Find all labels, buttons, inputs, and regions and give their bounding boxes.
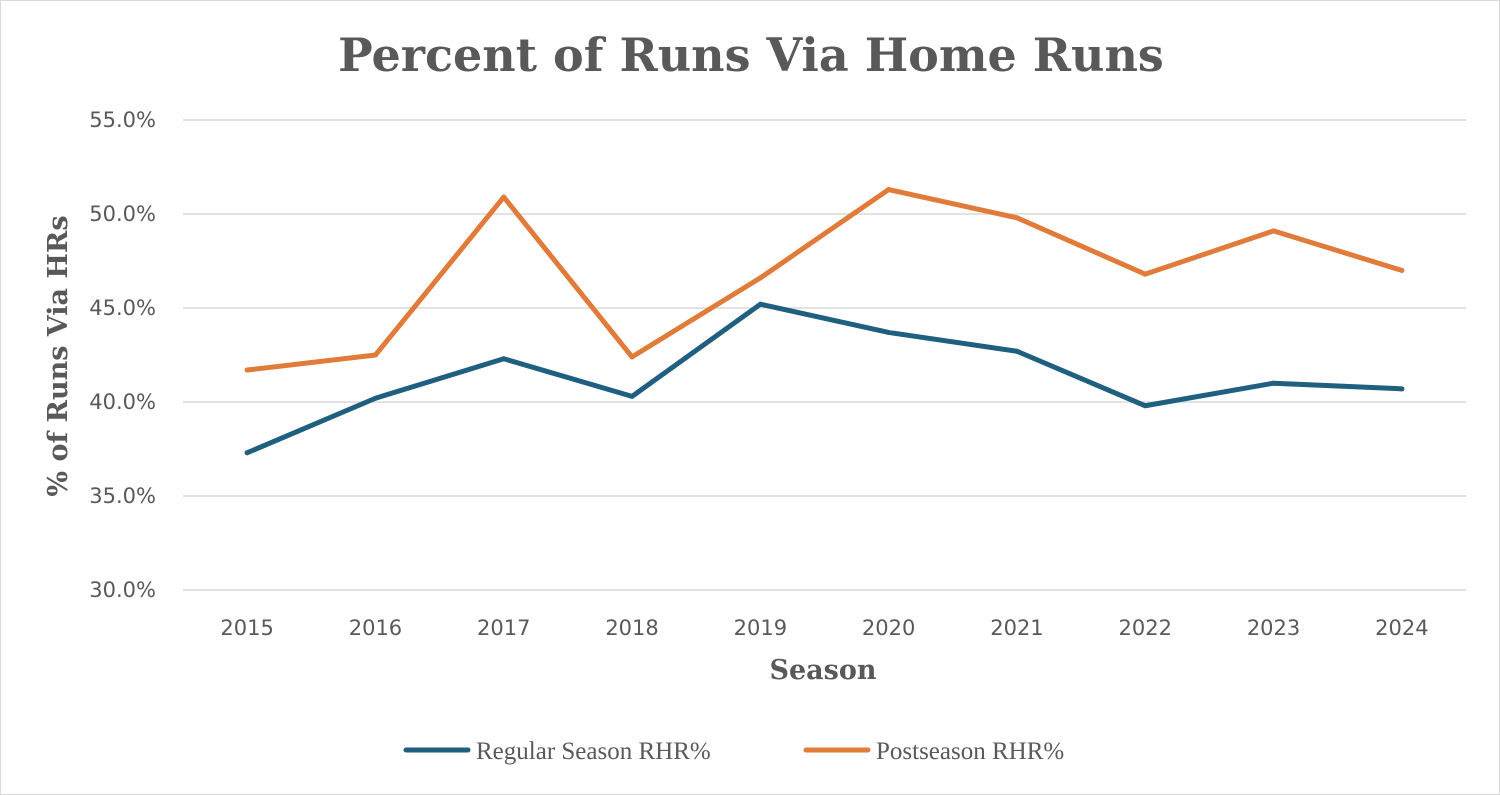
y-tick-label: 55.0% [89, 108, 156, 132]
data-point [1271, 228, 1277, 234]
data-point [629, 393, 635, 399]
data-point [1014, 348, 1020, 354]
data-point [1271, 380, 1277, 386]
chart-title: Percent of Runs Via Home Runs [338, 28, 1164, 82]
data-point [886, 329, 892, 335]
x-tick-label: 2019 [734, 616, 787, 640]
y-tick-label: 35.0% [89, 484, 156, 508]
x-tick-label: 2015 [220, 616, 273, 640]
x-tick-label: 2018 [605, 616, 658, 640]
data-point [244, 450, 250, 456]
data-point [501, 194, 507, 200]
x-tick-label: 2017 [477, 616, 530, 640]
data-point [757, 275, 763, 281]
data-point [372, 352, 378, 358]
data-point [1399, 386, 1405, 392]
x-tick-label: 2020 [862, 616, 915, 640]
data-point [1014, 215, 1020, 221]
y-tick-label: 45.0% [89, 296, 156, 320]
data-point [1142, 403, 1148, 409]
y-tick-label: 50.0% [89, 202, 156, 226]
legend-label: Regular Season RHR% [476, 738, 711, 765]
x-tick-label: 2021 [990, 616, 1043, 640]
y-axis-label: % of Runs Via HRs [43, 215, 74, 496]
data-point [501, 356, 507, 362]
x-axis-label: Season [769, 655, 876, 686]
x-tick-label: 2023 [1247, 616, 1300, 640]
x-tick-label: 2022 [1119, 616, 1172, 640]
data-point [1399, 267, 1405, 273]
y-tick-label: 30.0% [89, 578, 156, 602]
data-point [757, 301, 763, 307]
x-tick-label: 2016 [349, 616, 402, 640]
y-tick-label: 40.0% [89, 390, 156, 414]
series-line-1 [244, 187, 1405, 373]
data-point [629, 354, 635, 360]
data-point [244, 367, 250, 373]
data-point [372, 395, 378, 401]
legend-label: Postseason RHR% [876, 738, 1064, 765]
series-line-0 [244, 301, 1405, 456]
data-point [886, 187, 892, 193]
x-tick-label: 2024 [1375, 616, 1428, 640]
legend: Regular Season RHR% Postseason RHR% [403, 738, 1064, 765]
data-point [1142, 271, 1148, 277]
